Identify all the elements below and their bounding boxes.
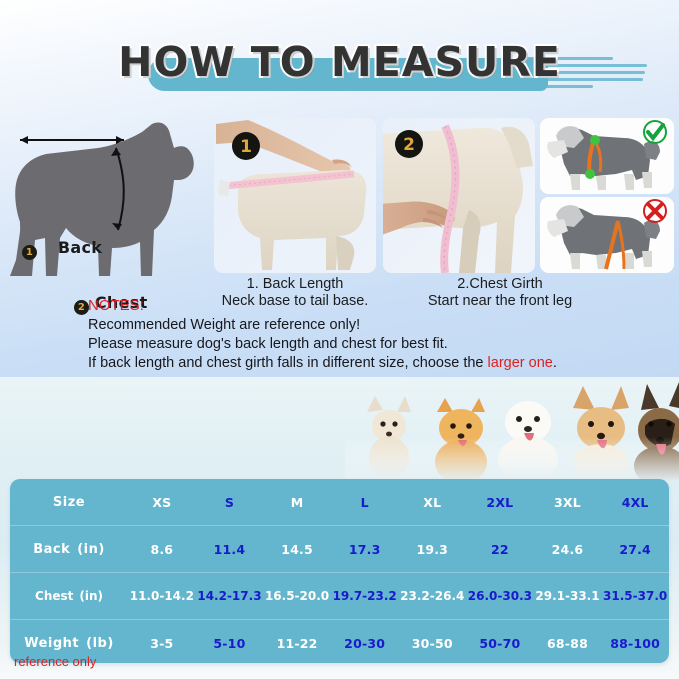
cell-size-m: M (290, 494, 304, 510)
page-title: HOW TO MEASURE (116, 36, 562, 88)
badge-two: 2 (74, 300, 89, 315)
dog-photos-strip (345, 382, 679, 486)
notes-line-1: Recommended Weight are reference only! (88, 317, 361, 333)
cell-size-s: S (224, 494, 235, 510)
diagram-chest-label-group: 2 Chest (74, 293, 148, 315)
cell-back-3xl: 24.6 (533, 525, 602, 573)
cell-back-xl: 19.3 (398, 525, 467, 573)
cell-back-xs: 8.6 (128, 525, 196, 573)
table-row-chest: Chest (in) 11.0-14.2 14.2-17.3 16.5-20.0… (10, 572, 669, 620)
cell-chest-4xl: 31.5-37.0 (601, 572, 669, 620)
notes-heading: NOTES: (88, 297, 144, 314)
caption-back-length: 1. Back Length Neck base to tail base. (200, 276, 390, 310)
cell-chest-l: 19.7-23.2 (330, 572, 399, 620)
photo-wrong-illustration (540, 197, 674, 273)
svg-text:1: 1 (240, 137, 252, 157)
cell-size-xl: XL (423, 494, 442, 510)
caption-chest-girth: 2.Chest Girth Start near the front leg (400, 276, 600, 310)
table-row-weight: Weight (lb) 3-5 5-10 11-22 20-30 30-50 5… (10, 619, 669, 666)
photo-chest-girth: 2 (383, 118, 535, 273)
cell-back-2xl: 22 (466, 525, 534, 573)
cell-chest-s: 14.2-17.3 (195, 572, 264, 620)
row-label-back: Back (in) (10, 525, 129, 573)
cell-chest-xs: 11.0-14.2 (128, 572, 196, 620)
caption-back-length-line1: 1. Back Length (246, 276, 344, 292)
dog-silhouette-svg (10, 122, 194, 276)
cell-back-4xl: 27.4 (601, 525, 669, 573)
notes-block: NOTES: Recommended Weight are reference … (88, 297, 648, 373)
notes-line-3: If back length and chest girth falls in … (88, 354, 648, 373)
badge-one: 1 (22, 245, 37, 260)
photo-back-length: 1 (214, 118, 376, 273)
cell-weight-4xl: 88-100 (601, 619, 669, 666)
notes-line-2: Please measure dog's back length and che… (88, 336, 448, 352)
caption-chest-girth-line2: Start near the front leg (427, 293, 573, 309)
photo-wrong-example (540, 197, 674, 273)
photo-correct-example (540, 118, 674, 194)
notes-line-3-highlight: larger one (487, 355, 553, 371)
diagram-chest-label: Chest (94, 293, 148, 312)
table-row-back: Back (in) 8.6 11.4 14.5 17.3 19.3 22 24.… (10, 525, 669, 573)
cell-weight-2xl: 50-70 (466, 619, 534, 666)
row-label-weight: Weight (lb) (10, 619, 129, 666)
dog-silhouette-diagram: 1 Back 2 Chest (2, 118, 207, 315)
dog-photos-illustration (345, 382, 679, 486)
title-brush-stroke (148, 58, 548, 91)
top-section: HOW TO MEASURE 1 Back 2 Chest (0, 0, 679, 377)
cell-back-m: 14.5 (263, 525, 331, 573)
cell-weight-l: 20-30 (330, 619, 399, 666)
cell-size-2xl: 2XL (486, 494, 514, 510)
cell-weight-s: 5-10 (195, 619, 264, 666)
size-chart-table: Size XS S M L XL 2XL 3XL 4XL Back (in) 8… (10, 479, 669, 666)
cell-weight-xl: 30-50 (398, 619, 467, 666)
notes-line-3-pre: If back length and chest girth falls in … (88, 355, 488, 371)
row-label-chest: Chest (in) (10, 572, 129, 620)
table-row-size: Size XS S M L XL 2XL 3XL 4XL (10, 479, 669, 526)
title-brush-tail (525, 52, 655, 96)
cell-chest-3xl: 29.1-33.1 (533, 572, 602, 620)
svg-text:2: 2 (403, 135, 415, 155)
cell-size-xs: XS (152, 494, 172, 510)
diagram-back-label: Back (57, 238, 103, 257)
table-footnote: reference only (14, 654, 97, 669)
cell-weight-3xl: 68-88 (533, 619, 602, 666)
caption-back-length-line2: Neck base to tail base. (221, 293, 369, 309)
caption-chest-girth-line1: 2.Chest Girth (457, 276, 543, 292)
cell-chest-xl: 23.2-26.4 (398, 572, 467, 620)
size-table: Size XS S M L XL 2XL 3XL 4XL Back (in) 8… (10, 479, 669, 666)
photo-chest-girth-illustration: 2 (383, 118, 535, 273)
diagram-back-label-group: 1 Back (22, 238, 103, 260)
cell-chest-2xl: 26.0-30.3 (466, 572, 534, 620)
cell-weight-m: 11-22 (263, 619, 331, 666)
cell-chest-m: 16.5-20.0 (263, 572, 331, 620)
cell-back-s: 11.4 (195, 525, 264, 573)
notes-line-3-post: . (552, 355, 557, 371)
cell-size-3xl: 3XL (554, 494, 581, 510)
cell-back-l: 17.3 (330, 525, 399, 573)
row-label-size: Size (52, 494, 86, 510)
cell-weight-xs: 3-5 (128, 619, 196, 666)
cell-size-l: L (360, 494, 369, 510)
cell-size-4xl: 4XL (621, 494, 649, 510)
photo-back-length-illustration: 1 (214, 118, 376, 273)
photo-correct-illustration (540, 118, 674, 194)
